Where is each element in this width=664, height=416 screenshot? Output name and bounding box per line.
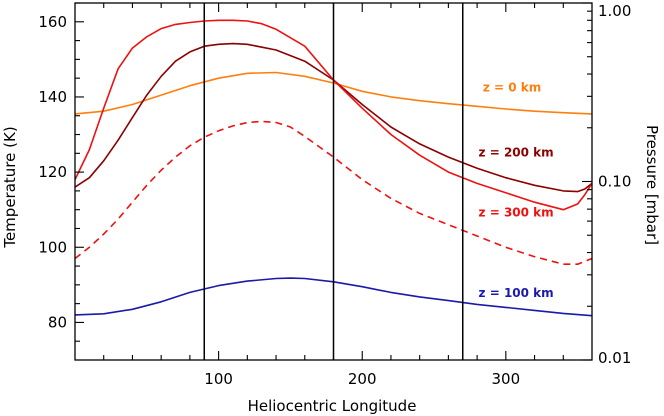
y2-tick-label: 0.01 [598,349,631,367]
series-line-2 [75,42,592,193]
y-tick-label: 120 [38,163,67,181]
series-label-4: z = 100 km [479,286,554,300]
x-tick-label: 100 [204,370,233,388]
season-markers [203,3,464,360]
series-line-4 [75,120,592,266]
y-tick-label: 100 [38,238,67,256]
y-axis-title: Temperature (K) [1,126,19,248]
y-tick-label: 160 [38,13,67,31]
y2-tick-label: 0.10 [598,173,631,191]
series-line-3 [75,19,592,211]
y2-tick-label: 1.00 [598,2,631,20]
series-label-3: z = 300 km [479,205,554,219]
y-tick-label: 80 [48,313,67,331]
x-tick-label: 200 [348,370,377,388]
x-tick-label: 300 [492,370,521,388]
axis-ticks [75,2,592,361]
tick-labels: 100 200 300 80 100 120 140 160 0.01 0.10 1.00 [38,2,631,388]
y2-axis-title: Pressure [mbar] [643,125,661,245]
series-label-2: z = 200 km [479,145,554,159]
y-tick-label: 140 [38,88,67,106]
series-labels: z = 0 km z = 200 km z = 300 km z = 100 km [479,80,554,300]
series-label-1: z = 0 km [483,80,541,94]
x-axis-title: Heliocentric Longitude [248,397,417,415]
series-line-5 [75,277,592,317]
